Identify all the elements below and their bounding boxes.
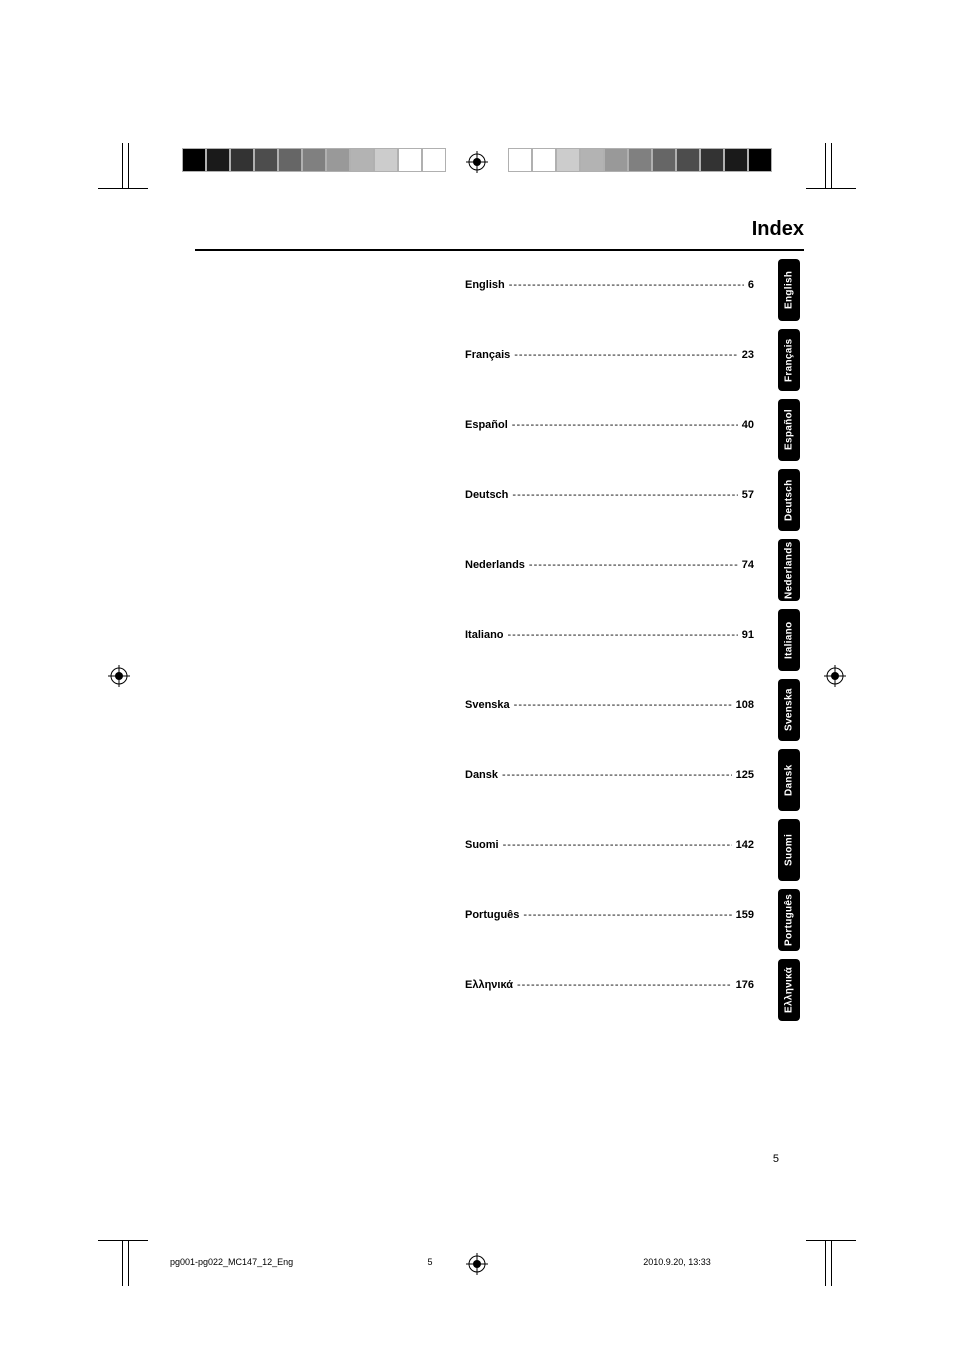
- index-leader-dots: ----------------------------------------…: [514, 699, 732, 711]
- index-row: English ---------------------------------…: [465, 279, 754, 291]
- language-tab: Português: [778, 889, 800, 951]
- page-title: Index: [752, 218, 804, 240]
- index-language: Deutsch: [465, 489, 508, 501]
- registration-mark-top: [466, 151, 488, 173]
- index-leader-dots: ----------------------------------------…: [508, 629, 738, 641]
- calibration-square: [206, 148, 230, 172]
- calibration-square: [628, 148, 652, 172]
- index-row: Italiano --------------------------------…: [465, 629, 754, 641]
- index-row: Deutsch ---------------------------------…: [465, 489, 754, 501]
- index-leader-dots: ----------------------------------------…: [512, 419, 738, 431]
- language-tab: Español: [778, 399, 800, 461]
- language-tab: Dansk: [778, 749, 800, 811]
- index-language: Dansk: [465, 769, 498, 781]
- calibration-square: [532, 148, 556, 172]
- index-language: Français: [465, 349, 510, 361]
- index-leader-dots: ----------------------------------------…: [529, 559, 738, 571]
- color-strip-left: [182, 148, 446, 172]
- index-row: Français --------------------------------…: [465, 349, 754, 361]
- index-leader-dots: ----------------------------------------…: [502, 769, 732, 781]
- calibration-square: [350, 148, 374, 172]
- calibration-square: [302, 148, 326, 172]
- calibration-square: [508, 148, 532, 172]
- index-language: Nederlands: [465, 559, 525, 571]
- index-language: Suomi: [465, 839, 499, 851]
- language-tab: Ελληνικά: [778, 959, 800, 1021]
- index-leader-dots: ----------------------------------------…: [512, 489, 737, 501]
- color-strip-right: [508, 148, 772, 172]
- calibration-square: [652, 148, 676, 172]
- index-row: Español ---------------------------------…: [465, 419, 754, 431]
- footer-filename: pg001-pg022_MC147_12_Eng: [170, 1257, 370, 1267]
- index-page: 142: [736, 839, 754, 851]
- index-row: Dansk -----------------------------------…: [465, 769, 754, 781]
- index-page: 125: [736, 769, 754, 781]
- calibration-square: [230, 148, 254, 172]
- registration-mark-right: [824, 665, 846, 687]
- calibration-square: [700, 148, 724, 172]
- registration-mark-left: [108, 665, 130, 687]
- index-language: Svenska: [465, 699, 510, 711]
- index-leader-dots: ----------------------------------------…: [503, 839, 732, 851]
- language-tab: Italiano: [778, 609, 800, 671]
- crop-mark-bottom-right: [806, 1241, 846, 1281]
- calibration-square: [604, 148, 628, 172]
- index-page: 159: [736, 909, 754, 921]
- index-row: Suomi -----------------------------------…: [465, 839, 754, 851]
- index-row: Svenska ---------------------------------…: [465, 699, 754, 711]
- index-page: 23: [742, 349, 754, 361]
- index-page: 108: [736, 699, 754, 711]
- index-language: Português: [465, 909, 519, 921]
- language-tab: Deutsch: [778, 469, 800, 531]
- index-list: English ---------------------------------…: [465, 279, 754, 991]
- index-page: 176: [736, 979, 754, 991]
- index-language: Italiano: [465, 629, 504, 641]
- index-page: 6: [748, 279, 754, 291]
- language-tab: Svenska: [778, 679, 800, 741]
- index-page: 91: [742, 629, 754, 641]
- calibration-square: [422, 148, 446, 172]
- footer-sheet: 5: [370, 1257, 490, 1267]
- index-leader-dots: ----------------------------------------…: [509, 279, 744, 291]
- language-tabs: English Français Español Deutsch Nederlands I…: [778, 259, 800, 1029]
- index-leader-dots: ----------------------------------------…: [523, 909, 731, 921]
- footer-timestamp: 2010.9.20, 13:33: [490, 1257, 784, 1267]
- crop-mark-bottom-left: [108, 1241, 148, 1281]
- language-tab: Suomi: [778, 819, 800, 881]
- crop-mark-top-right: [806, 148, 846, 188]
- calibration-square: [278, 148, 302, 172]
- index-row: Português -------------------------------…: [465, 909, 754, 921]
- calibration-square: [724, 148, 748, 172]
- language-tab: Nederlands: [778, 539, 800, 601]
- calibration-square: [182, 148, 206, 172]
- index-language: Español: [465, 419, 508, 431]
- calibration-square: [326, 148, 350, 172]
- calibration-square: [374, 148, 398, 172]
- calibration-square: [556, 148, 580, 172]
- index-leader-dots: ----------------------------------------…: [517, 979, 732, 991]
- print-footer: pg001-pg022_MC147_12_Eng 5 2010.9.20, 13…: [170, 1257, 784, 1267]
- index-row: Ελληνικά --------------------------------…: [465, 979, 754, 991]
- calibration-square: [580, 148, 604, 172]
- index-page: 57: [742, 489, 754, 501]
- title-rule: Index: [195, 218, 804, 251]
- page-content: Index English ---------------------------…: [195, 218, 804, 1191]
- page-number: 5: [773, 1153, 779, 1165]
- index-language: English: [465, 279, 505, 291]
- index-language: Ελληνικά: [465, 979, 513, 991]
- calibration-square: [748, 148, 772, 172]
- crop-mark-top-left: [108, 148, 148, 188]
- index-page: 74: [742, 559, 754, 571]
- index-leader-dots: ----------------------------------------…: [514, 349, 738, 361]
- index-row: Nederlands ------------------------------…: [465, 559, 754, 571]
- calibration-square: [254, 148, 278, 172]
- index-page: 40: [742, 419, 754, 431]
- language-tab: English: [778, 259, 800, 321]
- language-tab: Français: [778, 329, 800, 391]
- calibration-square: [676, 148, 700, 172]
- calibration-square: [398, 148, 422, 172]
